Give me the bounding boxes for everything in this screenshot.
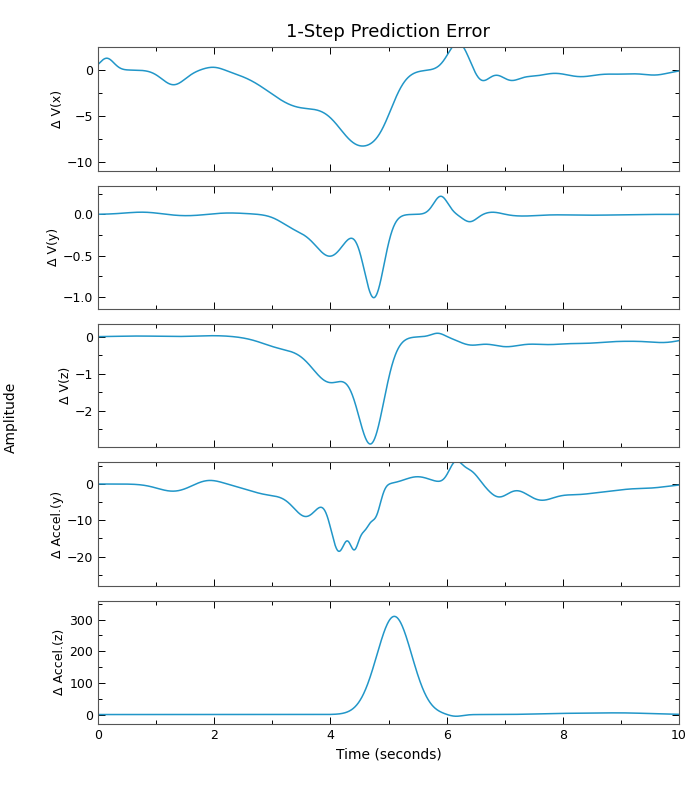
- Title: 1-Step Prediction Error: 1-Step Prediction Error: [286, 24, 491, 42]
- X-axis label: Time (seconds): Time (seconds): [335, 748, 442, 762]
- Text: Amplitude: Amplitude: [4, 382, 18, 453]
- Y-axis label: Δ V(x): Δ V(x): [51, 90, 64, 128]
- Y-axis label: Δ V(z): Δ V(z): [59, 367, 72, 405]
- Y-axis label: Δ Accel.(y): Δ Accel.(y): [51, 490, 64, 557]
- Y-axis label: Δ V(y): Δ V(y): [47, 228, 60, 266]
- Y-axis label: Δ Accel.(z): Δ Accel.(z): [53, 629, 66, 696]
